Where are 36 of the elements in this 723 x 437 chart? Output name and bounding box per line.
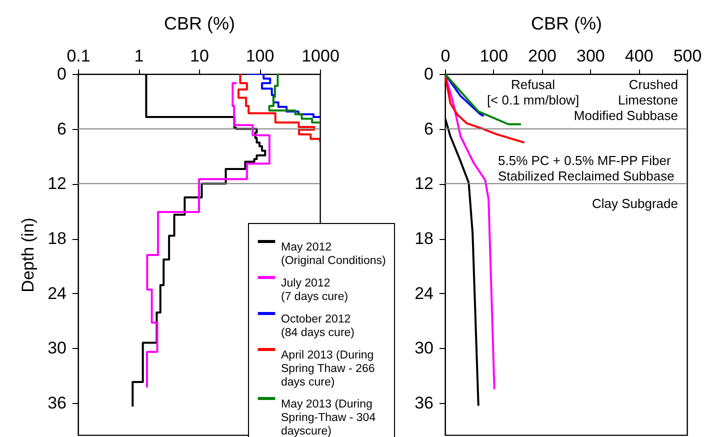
y-tick-label: 36 <box>48 394 66 413</box>
legend-label: April 2013 (During Spring Thaw - 266 days cure) <box>281 350 375 388</box>
y-tick-label: 30 <box>48 338 66 358</box>
x-tick-label: 10 <box>190 46 209 66</box>
x-tick-label: 400 <box>624 46 654 66</box>
y-tick-label: 36 <box>414 394 434 413</box>
legend-label: May 2013 (During Spring-Thaw - 304 dayscure) <box>281 398 376 437</box>
x-tick-label: 500 <box>673 46 702 66</box>
x-tick-label: 0.1 <box>66 46 90 66</box>
y-tick-label: 0 <box>57 64 66 84</box>
y-tick-label: 12 <box>414 174 434 194</box>
y-tick-label: 18 <box>414 229 434 248</box>
x-tick-label: 300 <box>576 46 605 66</box>
annotation: Refusal [< 0.1 mm/blow] <box>486 77 580 108</box>
legend-label: May 2012 (Original Conditions) <box>281 242 386 267</box>
y-tick-label: 12 <box>48 174 66 194</box>
y-tick-label: 24 <box>48 284 66 303</box>
legend-label: October 2012 (84 days cure) <box>281 314 355 339</box>
x-tick-label: 1 <box>134 46 144 66</box>
y-axis-title: Depth (in) <box>18 218 38 292</box>
y-tick-label: 0 <box>424 64 434 84</box>
x-axis-title: CBR (%) <box>531 14 602 34</box>
annotation: Clay Subgrade <box>592 196 678 211</box>
x-tick-label: 100 <box>246 46 274 66</box>
x-tick-label: 200 <box>528 46 556 66</box>
y-tick-label: 6 <box>57 119 66 138</box>
legend-label: July 2012 (7 days cure) <box>281 278 348 303</box>
x-tick-label: 100 <box>480 46 508 66</box>
y-tick-label: 6 <box>424 119 434 138</box>
y-tick-label: 30 <box>414 338 434 358</box>
x-tick-label: 0 <box>440 46 450 66</box>
annotation: 5.5% PC + 0.5% MF-PP Fiber Stabilized Reclaimed Subbase <box>498 153 674 184</box>
x-tick-label: 1000 <box>302 46 340 66</box>
y-tick-label: 18 <box>48 229 66 248</box>
y-tick-label: 24 <box>414 284 434 303</box>
x-axis-title: CBR (%) <box>164 14 235 34</box>
